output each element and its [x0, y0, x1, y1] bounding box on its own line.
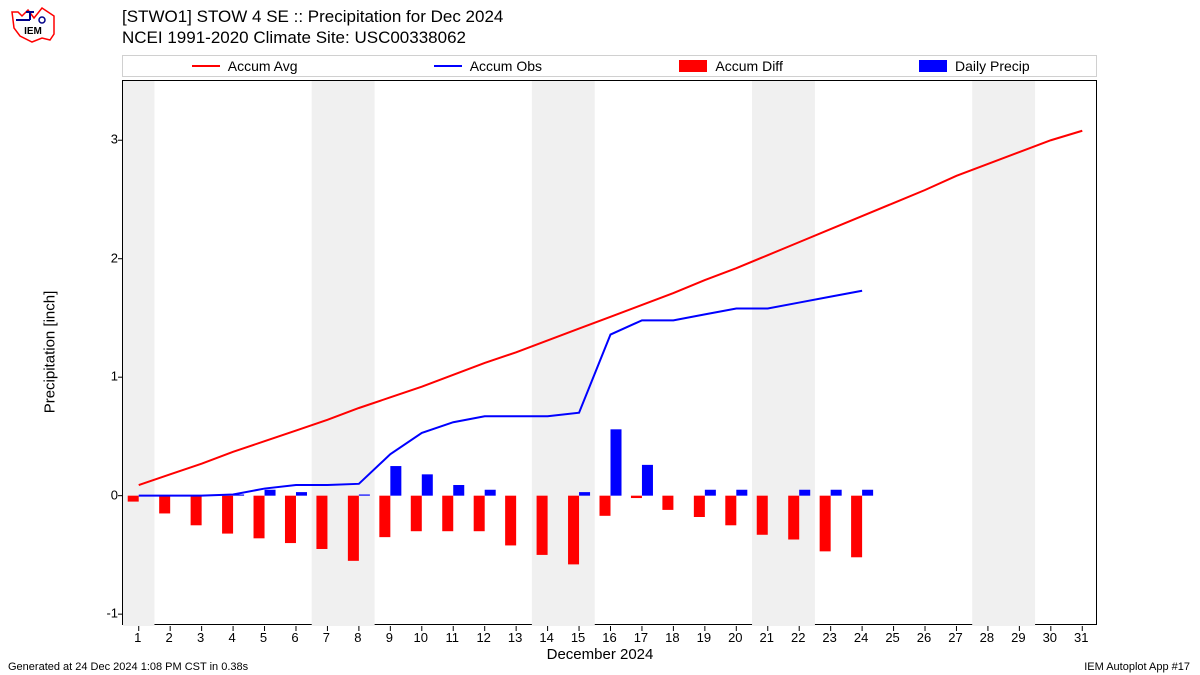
legend-swatch	[919, 60, 947, 72]
x-tick-label: 6	[291, 630, 298, 645]
x-tick-label: 28	[980, 630, 994, 645]
legend-label: Daily Precip	[955, 58, 1030, 74]
title-line-1: [STWO1] STOW 4 SE :: Precipitation for D…	[122, 6, 503, 27]
legend-accum-diff: Accum Diff	[610, 58, 853, 74]
legend: Accum Avg Accum Obs Accum Diff Daily Pre…	[122, 55, 1097, 77]
x-tick-label: 1	[134, 630, 141, 645]
x-tick-label: 16	[602, 630, 616, 645]
legend-swatch	[679, 60, 707, 72]
x-tick-label: 8	[354, 630, 361, 645]
legend-label: Accum Avg	[228, 58, 298, 74]
y-tick-label: 3	[111, 132, 118, 147]
x-tick-label: 14	[539, 630, 553, 645]
x-tick-label: 31	[1074, 630, 1088, 645]
x-tick-label: 23	[822, 630, 836, 645]
x-tick-label: 12	[476, 630, 490, 645]
footer-app-id: IEM Autoplot App #17	[1084, 661, 1190, 673]
x-tick-label: 11	[445, 630, 459, 645]
x-tick-label: 22	[791, 630, 805, 645]
x-tick-label: 18	[665, 630, 679, 645]
x-tick-label: 13	[508, 630, 522, 645]
x-tick-label: 3	[197, 630, 204, 645]
x-tick-label: 27	[948, 630, 962, 645]
iem-logo: IEM	[6, 4, 60, 44]
x-tick-label: 29	[1011, 630, 1025, 645]
x-tick-label: 20	[728, 630, 742, 645]
x-tick-label: 2	[166, 630, 173, 645]
y-tick-label: 1	[111, 369, 118, 384]
legend-accum-avg: Accum Avg	[123, 58, 366, 74]
x-tick-label: 9	[386, 630, 393, 645]
svg-text:IEM: IEM	[24, 26, 42, 37]
legend-accum-obs: Accum Obs	[366, 58, 609, 74]
chart-plot-area	[122, 80, 1097, 625]
footer-generated: Generated at 24 Dec 2024 1:08 PM CST in …	[8, 661, 248, 673]
x-tick-label: 17	[634, 630, 648, 645]
legend-label: Accum Obs	[470, 58, 542, 74]
x-axis-label: December 2024	[547, 646, 654, 663]
chart-title: [STWO1] STOW 4 SE :: Precipitation for D…	[122, 6, 503, 49]
y-tick-label: 2	[111, 250, 118, 265]
x-tick-label: 4	[228, 630, 235, 645]
title-line-2: NCEI 1991-2020 Climate Site: USC00338062	[122, 27, 503, 48]
y-tick-label: -1	[106, 606, 118, 621]
legend-swatch	[192, 65, 220, 67]
x-tick-label: 10	[414, 630, 428, 645]
legend-swatch	[434, 65, 462, 67]
x-tick-label: 7	[323, 630, 330, 645]
x-tick-label: 21	[760, 630, 774, 645]
x-tick-label: 24	[854, 630, 868, 645]
x-tick-label: 19	[697, 630, 711, 645]
y-axis-label: Precipitation [inch]	[42, 291, 59, 414]
x-tick-label: 5	[260, 630, 267, 645]
x-tick-label: 25	[885, 630, 899, 645]
y-tick-label: 0	[111, 487, 118, 502]
x-tick-label: 26	[917, 630, 931, 645]
x-tick-label: 30	[1043, 630, 1057, 645]
legend-daily-precip: Daily Precip	[853, 58, 1096, 74]
x-tick-label: 15	[571, 630, 585, 645]
legend-label: Accum Diff	[715, 58, 782, 74]
